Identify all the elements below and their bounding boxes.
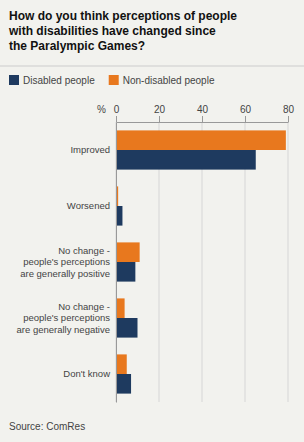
plot: 0 20 40 60 80% Improved Worsened No change -peo… [17,104,295,403]
x-tick: 20 [154,104,166,122]
bar [116,318,138,338]
x-tick-label: 60 [240,104,252,115]
bar [116,150,256,170]
legend-swatch [9,75,19,85]
chart: How do you think perceptions of peoplewi… [0,0,304,442]
bar [116,130,286,150]
legend-item: Non-disabled people [109,75,215,86]
y-tick: Worsened [67,200,110,211]
y-tick-label: Don't know [63,368,110,379]
y-tick: No change -people's perceptionsare gener… [20,245,110,279]
y-tick-label: No change -people's perceptionsare gener… [17,301,111,335]
source: Source: ComRes [9,421,85,432]
x-tick: 60 [240,104,252,122]
legend: Disabled people Non-disabled people [9,75,215,86]
legend-swatch [109,75,119,85]
legend-item: Disabled people [9,75,95,86]
bar [116,374,131,394]
x-tick-label: 0 [114,104,120,115]
grid-line [288,122,289,402]
bar [116,262,135,282]
x-tick: 80 [283,104,295,122]
x-tick-label: 40 [197,104,209,115]
bar [116,354,127,374]
bar [116,242,140,262]
grid-line [116,122,117,402]
legend-label: Disabled people [23,75,95,86]
x-axis-line [117,122,289,123]
x-tick-mark [202,116,203,122]
x-tick: 0 [114,104,120,122]
x-tick-label: 20 [154,104,166,115]
grid [116,122,288,402]
y-axis: Improved Worsened No change -people's perc… [17,123,117,403]
y-tick-label: Worsened [67,200,110,211]
legend-label: Non-disabled people [123,75,215,86]
x-tick-mark [159,116,160,122]
bar [116,298,125,318]
bars [116,130,286,393]
y-tick-label: Improved [70,144,110,155]
y-tick-label: No change -people's perceptionsare gener… [20,245,110,279]
x-tick-mark [245,116,246,122]
x-tick-mark [116,116,117,122]
x-axis-label: % [97,104,106,115]
y-axis-line [116,123,117,403]
x-tick-label: 80 [283,104,295,115]
x-tick: 40 [197,104,209,122]
x-tick-mark [288,116,289,122]
y-tick: No change -people's perceptionsare gener… [17,301,111,335]
title: How do you think perceptions of peoplewi… [8,9,237,53]
y-tick: Improved [70,144,110,155]
y-tick: Don't know [63,368,110,379]
x-axis: 0 20 40 60 80 [114,104,295,123]
separator [0,66,304,67]
